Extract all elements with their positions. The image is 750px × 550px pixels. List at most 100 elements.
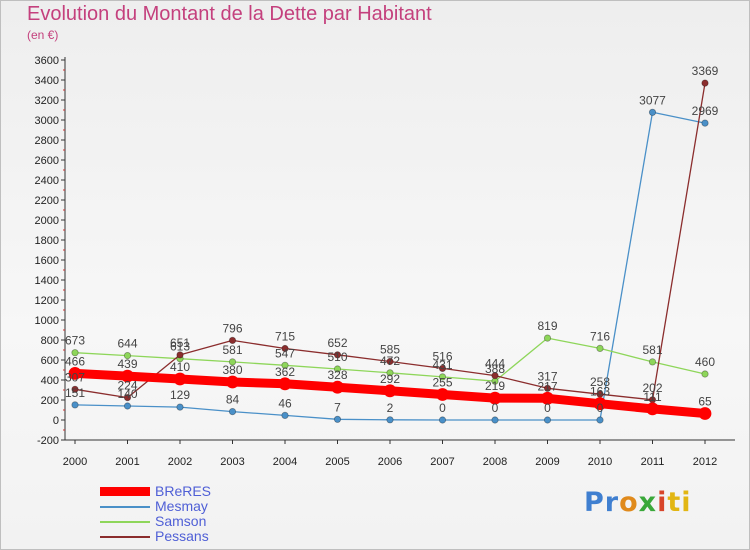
y-tick-label: 3400 <box>35 75 59 87</box>
data-point-mesmay <box>333 415 342 423</box>
y-tick-label: 1600 <box>35 255 59 267</box>
data-point-breres <box>646 402 659 416</box>
data-label-mesmay: 0 <box>597 401 604 415</box>
proxiti-logo: Proxiti <box>584 487 692 518</box>
data-point-mesmay <box>648 108 657 116</box>
data-label-breres: 217 <box>537 379 557 393</box>
data-label-mesmay: 140 <box>117 387 137 401</box>
data-label-mesmay: 2969 <box>692 104 719 118</box>
data-label-breres: 466 <box>65 354 85 368</box>
data-label-pessans: 796 <box>222 321 242 335</box>
data-point-breres <box>488 391 502 405</box>
data-point-samson <box>386 369 394 377</box>
data-point-samson <box>543 334 552 342</box>
legend-swatch-breres <box>100 487 150 496</box>
legend-item-mesmay: Mesmay <box>100 498 300 514</box>
y-tick-label: 2200 <box>35 195 59 207</box>
data-label-breres: 328 <box>327 368 347 382</box>
data-label-pessans: 651 <box>170 336 190 350</box>
data-point-breres <box>436 388 449 401</box>
x-tick-label: 2003 <box>220 456 244 468</box>
legend: BReRES Mesmay Samson Pessans <box>100 483 300 544</box>
x-tick-label: 2011 <box>641 456 665 468</box>
x-tick-label: 2006 <box>378 456 402 468</box>
y-tick-label: 0 <box>53 415 59 427</box>
y-tick-label: 600 <box>41 355 59 367</box>
y-tick-label: 3200 <box>35 95 59 107</box>
legend-label-mesmay: Mesmay <box>155 498 208 514</box>
data-point-mesmay <box>386 416 394 424</box>
data-label-mesmay: 46 <box>278 396 292 410</box>
x-tick-label: 2001 <box>115 456 139 468</box>
y-tick-label: 3000 <box>35 115 59 127</box>
data-label-breres: 163 <box>590 385 610 399</box>
x-tick-label: 2008 <box>483 456 507 468</box>
data-label-samson: 613 <box>170 340 190 354</box>
data-label-samson: 510 <box>327 350 347 364</box>
data-label-breres: 410 <box>170 360 190 374</box>
data-label-pessans: 3369 <box>692 64 719 78</box>
data-label-samson: 819 <box>537 319 557 333</box>
data-point-pessans <box>71 385 79 393</box>
data-label-mesmay: 129 <box>170 388 190 402</box>
data-label-samson: 673 <box>65 334 85 348</box>
data-label-breres: 380 <box>222 363 242 377</box>
y-tick-label: 3600 <box>35 55 59 67</box>
data-point-pessans <box>543 384 552 392</box>
data-point-mesmay <box>543 416 552 424</box>
x-tick-label: 2012 <box>693 456 717 468</box>
y-tick-label: 1800 <box>35 235 59 247</box>
legend-label-pessans: Pessans <box>155 528 209 544</box>
data-label-breres: 362 <box>275 365 295 379</box>
y-tick-label: 2600 <box>35 155 59 167</box>
data-point-pessans <box>386 357 394 366</box>
data-label-pessans: 715 <box>275 330 295 344</box>
data-point-breres <box>121 369 134 383</box>
data-point-mesmay <box>701 119 709 127</box>
data-point-samson <box>123 351 132 360</box>
y-tick-label: -200 <box>37 435 59 447</box>
legend-swatch-mesmay <box>100 506 150 508</box>
data-label-samson: 460 <box>695 355 715 369</box>
x-tick-label: 2004 <box>273 456 297 468</box>
y-tick-label: 2400 <box>35 175 59 187</box>
data-point-pessans <box>228 336 237 344</box>
legend-item-pessans: Pessans <box>100 528 300 544</box>
y-tick-label: 1400 <box>35 275 59 287</box>
data-label-pessans: 444 <box>485 357 505 371</box>
data-label-samson: 581 <box>642 343 662 357</box>
data-label-mesmay: 151 <box>65 386 85 400</box>
data-point-mesmay <box>438 416 447 424</box>
data-point-mesmay <box>123 402 132 410</box>
data-point-breres <box>173 372 187 386</box>
data-label-mesmay: 0 <box>439 401 446 415</box>
data-point-mesmay <box>491 416 499 424</box>
data-label-samson: 644 <box>117 337 137 351</box>
data-label-samson: 716 <box>590 329 610 343</box>
data-label-breres: 111 <box>643 390 662 404</box>
data-point-breres <box>331 380 344 394</box>
data-label-mesmay: 7 <box>334 400 341 414</box>
data-label-pessans: 202 <box>642 381 662 395</box>
legend-item-breres: BReRES <box>100 483 300 499</box>
data-point-pessans <box>491 371 499 380</box>
data-label-mesmay: 0 <box>544 401 551 415</box>
data-point-breres <box>593 397 607 411</box>
data-label-pessans: 258 <box>590 375 610 389</box>
x-tick-label: 2000 <box>63 456 87 468</box>
y-tick-label: 1000 <box>35 315 59 327</box>
x-tick-label: 2002 <box>168 456 192 468</box>
data-point-breres <box>698 407 712 420</box>
x-tick-label: 2010 <box>588 456 612 468</box>
data-label-breres: 65 <box>698 395 712 409</box>
data-point-breres <box>383 384 397 398</box>
data-label-pessans: 516 <box>432 349 452 363</box>
legend-label-breres: BReRES <box>155 483 212 499</box>
y-tick-label: 800 <box>41 335 59 347</box>
legend-swatch-samson <box>100 521 150 523</box>
data-point-breres <box>278 377 292 391</box>
y-tick-label: 200 <box>41 395 59 407</box>
data-point-samson <box>71 349 79 357</box>
x-tick-label: 2009 <box>535 456 559 468</box>
data-label-pessans: 224 <box>117 379 137 393</box>
